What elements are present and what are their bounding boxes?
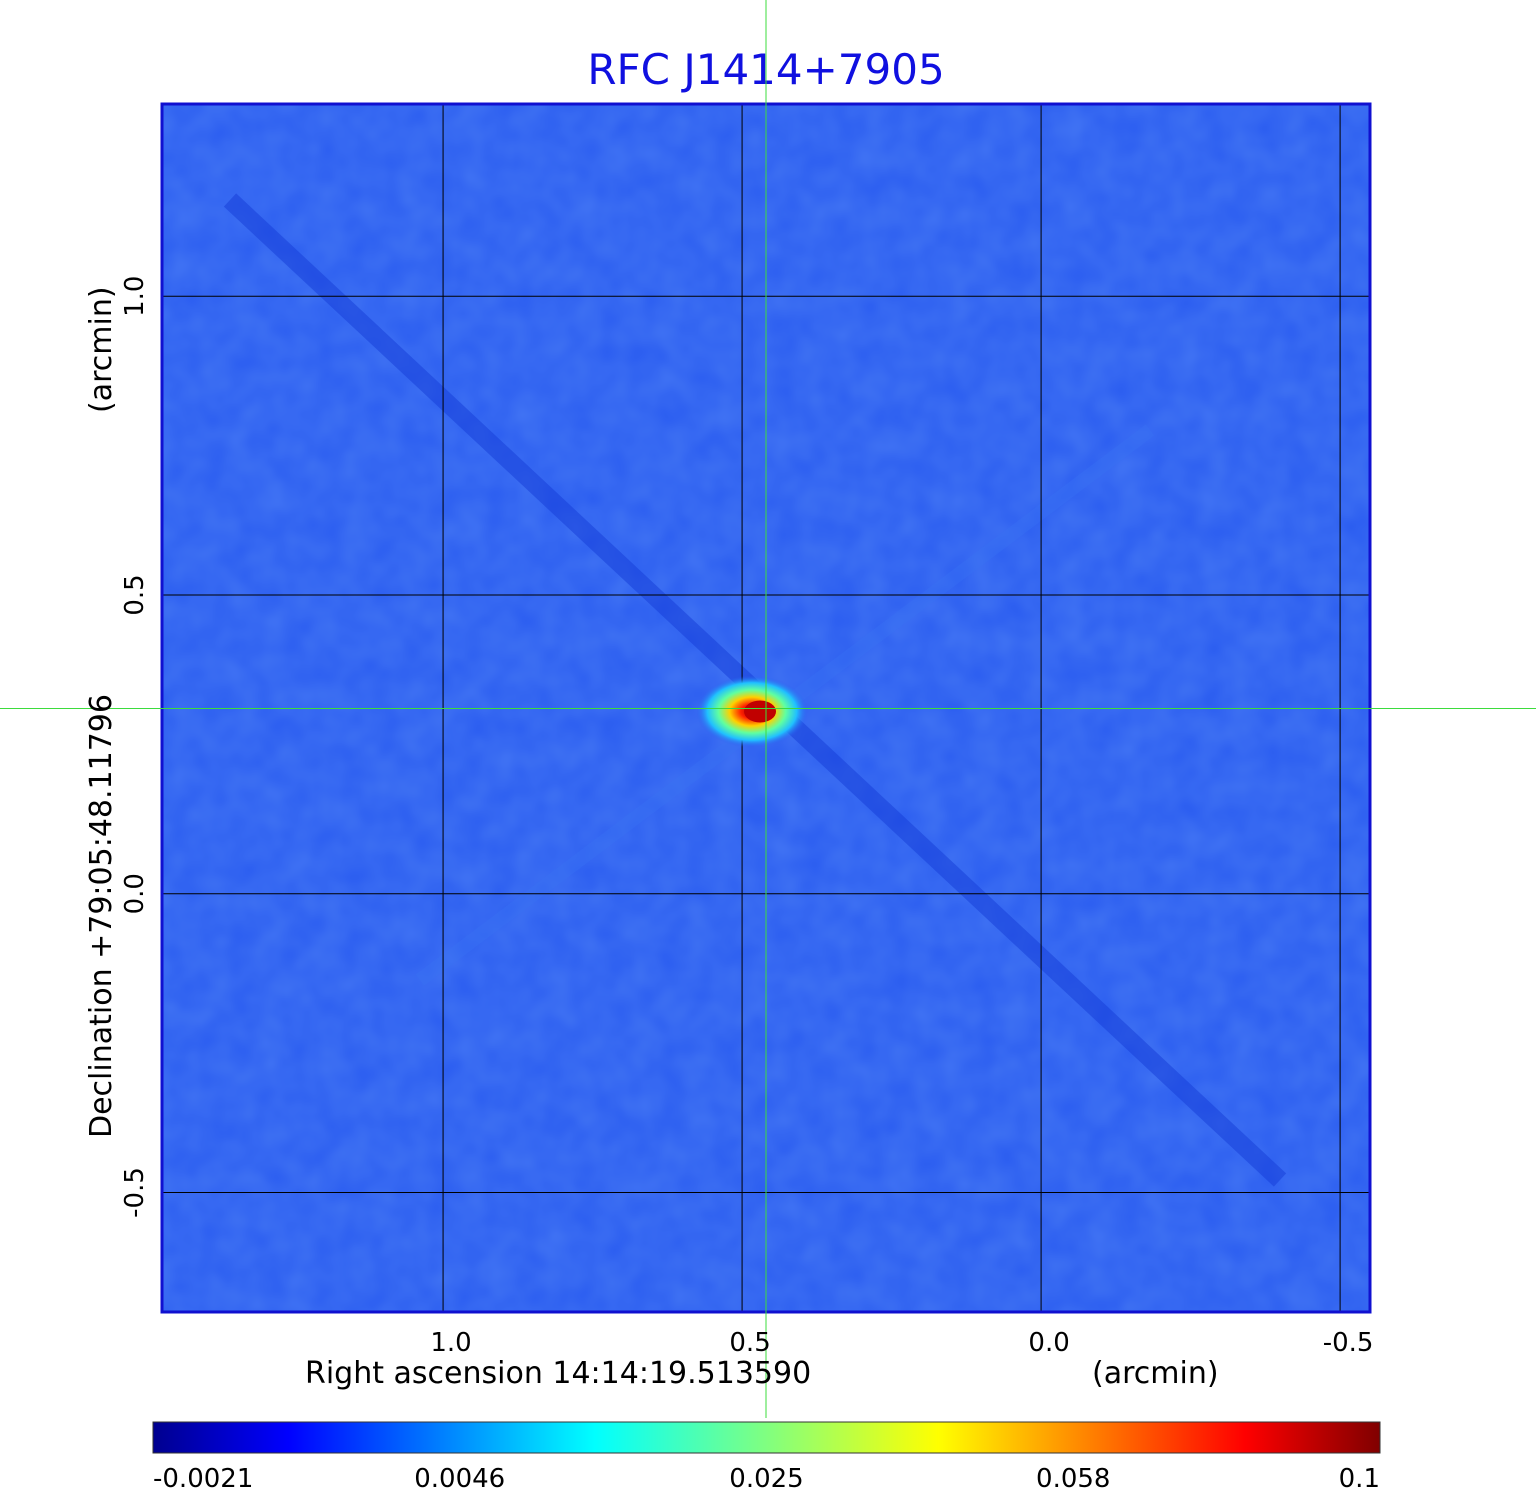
y-tick-label: 0.5: [120, 574, 150, 615]
x-axis-unit: (arcmin): [1092, 1356, 1219, 1391]
source-core: [744, 700, 777, 723]
x-tick-label: 0.0: [1028, 1328, 1069, 1358]
colorbar-gradient: [152, 1421, 1381, 1454]
y-tick-labels: 1.0 0.5 0.0 -0.5: [120, 276, 150, 1218]
colorbar-tick-label: 0.1: [1339, 1464, 1380, 1494]
y-tick-label: 0.0: [120, 873, 150, 914]
y-tick-label: -0.5: [120, 1167, 150, 1218]
x-tick-label: -0.5: [1323, 1328, 1374, 1358]
x-tick-labels: 1.0 0.5 0.0 -0.5: [430, 1328, 1373, 1358]
x-tick-label: 0.5: [729, 1328, 770, 1358]
colorbar-tick-labels: -0.0021 0.0046 0.025 0.058 0.1: [153, 1464, 1380, 1494]
x-axis-label: Right ascension 14:14:19.513590: [305, 1356, 811, 1391]
y-axis-label: Declination +79:05:48.11796: [84, 694, 119, 1138]
colorbar-tick-label: 0.058: [1036, 1464, 1110, 1494]
colorbar-tick-label: 0.025: [729, 1464, 803, 1494]
x-tick-label: 1.0: [430, 1328, 471, 1358]
y-axis-unit: (arcmin): [84, 286, 119, 413]
colorbar: -0.0021 0.0046 0.025 0.058 0.1: [152, 1421, 1381, 1494]
colorbar-tick-label: -0.0021: [153, 1464, 253, 1494]
crosshair: [0, 0, 1536, 1418]
y-tick-label: 1.0: [120, 276, 150, 317]
colorbar-tick-label: 0.0046: [414, 1464, 505, 1494]
